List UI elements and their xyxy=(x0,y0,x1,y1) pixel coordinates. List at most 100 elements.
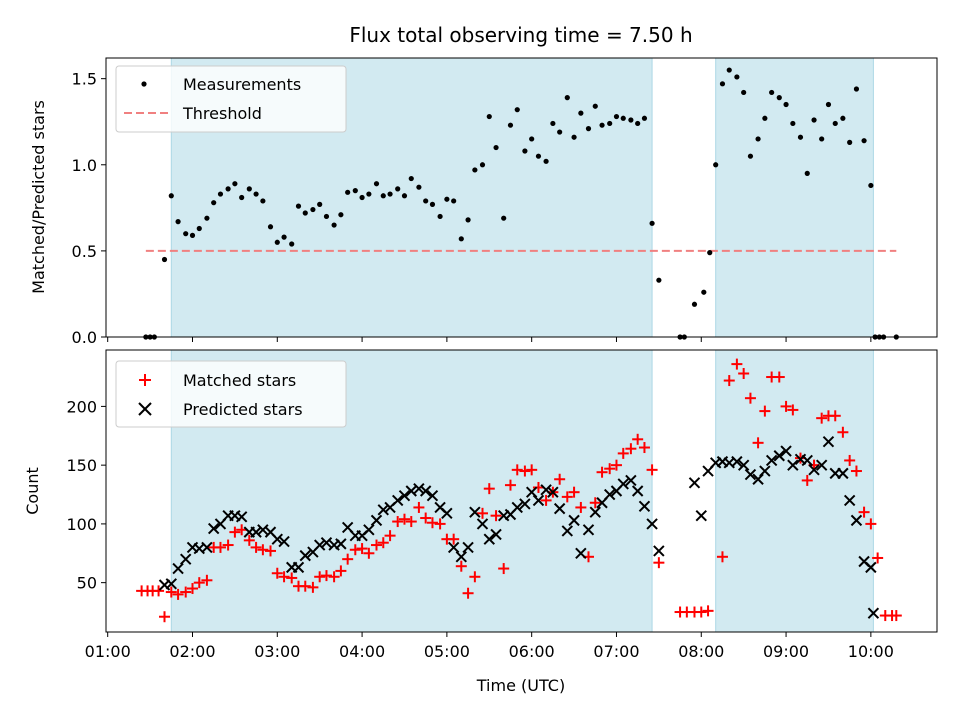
predicted-star-point-b xyxy=(787,459,799,471)
matched-star-point xyxy=(638,442,650,454)
predicted-star-point-b xyxy=(625,474,637,487)
matched-star-point xyxy=(392,516,404,528)
predicted-star-point xyxy=(447,541,460,554)
matched-star-point xyxy=(519,465,531,477)
predicted-star-point-b xyxy=(553,502,566,515)
predicted-star-point xyxy=(455,551,468,563)
predicted-star-point-b xyxy=(469,506,481,518)
top-shade-layer xyxy=(170,58,874,337)
predicted-star-point xyxy=(271,533,283,545)
predicted-star-point xyxy=(426,489,439,502)
matched-star-point xyxy=(759,405,771,417)
predicted-star-point xyxy=(867,607,880,619)
legend-measurements-marker xyxy=(141,81,147,87)
measurement-point xyxy=(607,120,613,127)
measurement-point xyxy=(331,222,337,228)
top-shaded-span xyxy=(715,58,874,337)
matched-star-point xyxy=(695,606,707,618)
predicted-star-point xyxy=(469,506,481,518)
matched-star-point xyxy=(201,574,213,586)
measurement-point xyxy=(416,184,422,190)
matched-star-point xyxy=(370,539,382,551)
predicted-star-point-b xyxy=(398,489,411,502)
top-legend: Measurements Threshold xyxy=(115,65,347,133)
predicted-star-point xyxy=(625,474,637,487)
matched-star-point xyxy=(773,371,785,383)
predicted-star-point-b xyxy=(808,464,820,476)
predicted-star-point-b xyxy=(519,498,531,510)
matched-star-point xyxy=(858,506,870,518)
measurement-point xyxy=(853,86,860,92)
predicted-star-point-b xyxy=(341,521,354,534)
measurement-point xyxy=(713,162,719,168)
predicted-star-point-b xyxy=(547,486,559,498)
measurement-point xyxy=(429,201,436,207)
x-tick-label: 06:00 xyxy=(509,642,555,661)
predicted-star-point xyxy=(638,500,651,512)
predicted-star-point-b xyxy=(646,518,658,530)
measurement-point xyxy=(267,224,274,230)
predicted-star-point xyxy=(519,498,531,510)
predicted-star-point-b xyxy=(858,555,870,568)
predicted-star-point xyxy=(363,524,375,536)
measurement-point xyxy=(246,186,252,192)
predicted-star-point-b xyxy=(391,494,404,507)
matched-star-point xyxy=(723,375,735,387)
matched-star-point xyxy=(575,501,587,513)
matched-star-point xyxy=(314,571,326,583)
measurement-point xyxy=(649,220,655,226)
measurement-point xyxy=(239,194,245,201)
predicted-star-point-b xyxy=(370,514,383,527)
predicted-star-point-b xyxy=(822,435,835,448)
measurement-point xyxy=(620,115,626,121)
matched-star-point xyxy=(469,571,481,583)
predicted-star-point xyxy=(490,528,502,541)
matched-star-point xyxy=(561,491,573,503)
measurement-point xyxy=(323,213,330,220)
y-tick-label: 150 xyxy=(66,456,97,475)
matched-star-point xyxy=(434,518,446,530)
measurement-point xyxy=(204,215,210,221)
measurement-point xyxy=(557,129,563,135)
predicted-star-point-b xyxy=(264,526,277,538)
matched-star-point xyxy=(342,553,354,565)
predicted-star-point xyxy=(617,478,629,490)
predicted-star-point xyxy=(235,511,248,523)
matched-star-point xyxy=(731,358,743,370)
measurement-point xyxy=(253,191,259,197)
predicted-star-point-b xyxy=(490,528,502,541)
predicted-star-point-b xyxy=(271,533,283,545)
bottom-yticks-layer: 50 100 150 200 xyxy=(66,397,106,593)
predicted-star-point-b xyxy=(455,551,468,563)
legend-matched-label: Matched stars xyxy=(183,371,296,390)
measurement-point xyxy=(458,236,464,242)
measurement-point xyxy=(592,103,598,109)
legend-predicted-marker xyxy=(138,402,152,416)
measurement-point xyxy=(175,219,181,225)
x-tick-label: 04:00 xyxy=(339,642,385,661)
x-tick-label: 07:00 xyxy=(593,642,639,661)
matched-star-point xyxy=(328,571,340,583)
matched-star-point xyxy=(172,588,184,600)
predicted-star-point xyxy=(582,524,595,536)
predicted-star-point-b xyxy=(773,450,785,462)
matched-star-point xyxy=(320,570,332,582)
predicted-star-point-b xyxy=(603,488,616,501)
predicted-star-point xyxy=(313,539,326,551)
matched-star-point xyxy=(257,544,269,556)
measurement-point xyxy=(762,115,768,121)
matched-star-point xyxy=(490,510,502,522)
matched-star-point xyxy=(405,516,417,528)
top-legend-box xyxy=(115,65,347,133)
matched-star-point xyxy=(816,412,828,424)
y-tick-label: 1.0 xyxy=(72,156,97,175)
predicted-star-point xyxy=(207,522,220,535)
predicted-star-point xyxy=(780,445,792,457)
predicted-star-point-b xyxy=(575,547,587,559)
measurement-point xyxy=(543,158,549,164)
predicted-star-point xyxy=(462,541,474,554)
predicted-star-point-b xyxy=(688,477,701,489)
legend-threshold-label: Threshold xyxy=(182,104,262,123)
measurement-point xyxy=(289,241,295,247)
top-plot-frame xyxy=(105,57,938,338)
